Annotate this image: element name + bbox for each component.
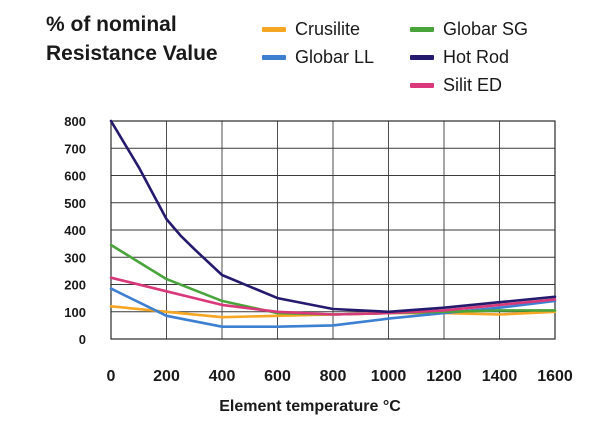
legend-item-hot-rod: Hot Rod xyxy=(410,46,509,68)
y-tick-label: 100 xyxy=(64,305,86,320)
y-tick-label: 600 xyxy=(64,169,86,184)
legend-label: Globar SG xyxy=(443,18,529,39)
x-tick-label: 0 xyxy=(107,368,116,385)
y-tick-label: 800 xyxy=(64,114,86,129)
chart-legend: Crusilite Globar LL Globar SG Hot Rod Silit … xyxy=(262,18,582,98)
chart-title: % of nominal Resistance Value xyxy=(46,13,218,65)
legend-label: Globar LL xyxy=(295,46,375,67)
y-tick-label: 500 xyxy=(64,196,86,211)
legend-item-globar-ll: Globar LL xyxy=(262,46,374,68)
legend-swatch xyxy=(410,26,434,32)
x-tick-label: 1600 xyxy=(537,368,573,385)
x-tick-label: 200 xyxy=(153,368,180,385)
series-line-hot-rod xyxy=(109,119,557,314)
legend-swatch xyxy=(410,54,434,60)
x-tick-label: 600 xyxy=(264,368,291,385)
series-line-globar-ll xyxy=(109,287,557,329)
y-tick-label: 200 xyxy=(64,278,86,293)
x-axis-label: Element temperature °C xyxy=(219,398,401,415)
x-tick-label: 1000 xyxy=(371,368,407,385)
legend-swatch xyxy=(262,26,286,32)
y-tick-label: 0 xyxy=(79,332,86,347)
y-tick-label: 300 xyxy=(64,250,86,265)
legend-label: Silit ED xyxy=(443,74,503,95)
x-tick-label: 800 xyxy=(320,368,347,385)
legend-swatch xyxy=(410,82,434,88)
legend-label: Crusilite xyxy=(295,18,361,39)
legend-item-globar-sg: Globar SG xyxy=(410,18,528,40)
y-tick-label: 400 xyxy=(64,223,86,238)
y-tick-label: 700 xyxy=(64,141,86,156)
x-tick-label: 1200 xyxy=(426,368,462,385)
legend-swatch xyxy=(262,54,286,60)
legend-item-crusilite: Crusilite xyxy=(262,18,360,40)
x-tick-label: 1400 xyxy=(482,368,518,385)
legend-item-silit-ed: Silit ED xyxy=(410,74,502,96)
x-tick-label: 400 xyxy=(209,368,236,385)
series-line-silit-ed xyxy=(109,276,557,316)
legend-label: Hot Rod xyxy=(443,46,510,67)
plot-border xyxy=(110,120,556,340)
